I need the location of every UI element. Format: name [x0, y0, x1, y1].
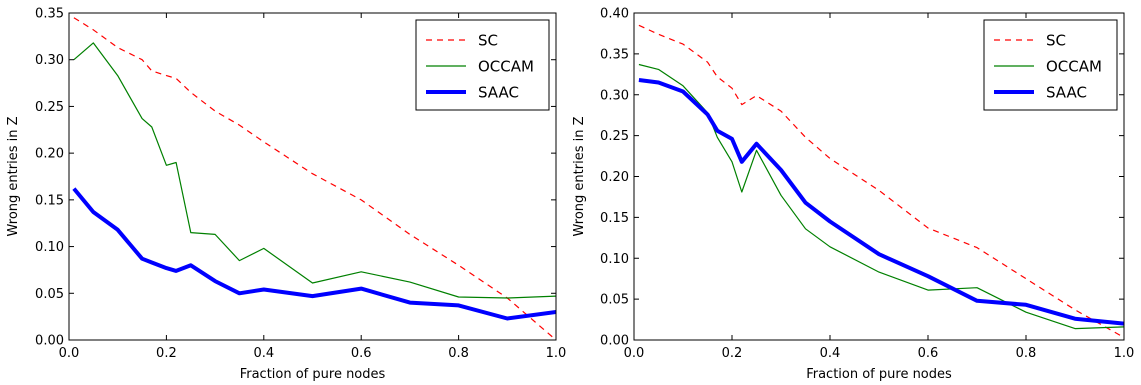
- y-tick-label: 0.25: [600, 129, 629, 144]
- x-tick-label: 0.2: [722, 346, 743, 361]
- legend-label-sc: SC: [1046, 32, 1066, 50]
- series-line-saac: [639, 80, 1124, 324]
- legend: SC OCCAM SAAC: [416, 20, 549, 110]
- y-tick-label: 0.20: [35, 147, 64, 162]
- legend-label-occam: OCCAM: [478, 58, 534, 76]
- y-tick-label: 0.30: [35, 53, 64, 68]
- y-tick-label: 0.10: [600, 252, 629, 267]
- y-tick-label: 0.25: [35, 100, 64, 115]
- y-tick-label: 0.00: [600, 334, 629, 349]
- x-tick-label: 0.6: [351, 346, 372, 361]
- y-tick-label: 0.35: [35, 7, 64, 22]
- y-tick-label: 0.15: [600, 211, 629, 226]
- y-tick-label: 0.20: [600, 170, 629, 185]
- series-line-saac: [74, 189, 556, 319]
- chart-1: 0.0 0.2 0.4 0.6 0.8 1.00.000.050.100.150.200.…: [6, 7, 566, 383]
- y-tick-label: 0.40: [600, 7, 629, 22]
- x-tick-label: 1.0: [546, 346, 567, 361]
- legend-label-saac: SAAC: [1046, 84, 1087, 102]
- x-axis-label: Fraction of pure nodes: [240, 367, 386, 382]
- legend-label-occam: OCCAM: [1046, 58, 1102, 76]
- x-tick-label: 0.6: [918, 346, 939, 361]
- y-tick-label: 0.30: [600, 88, 629, 103]
- y-tick-label: 0.35: [600, 47, 629, 62]
- x-axis-label: Fraction of pure nodes: [806, 367, 952, 382]
- legend-label-saac: SAAC: [478, 84, 519, 102]
- y-tick-label: 0.05: [35, 287, 64, 302]
- y-axis-label: Wrong entries in Z: [6, 116, 21, 236]
- legend-label-sc: SC: [478, 32, 498, 50]
- y-tick-label: 0.05: [600, 293, 629, 308]
- x-tick-label: 0.2: [156, 346, 177, 361]
- chart-2: 0.0 0.2 0.4 0.6 0.8 1.00.000.050.100.150.200.…: [572, 7, 1134, 383]
- y-tick-label: 0.15: [35, 193, 64, 208]
- x-tick-label: 0.8: [1016, 346, 1037, 361]
- y-tick-label: 0.00: [35, 334, 64, 349]
- legend: SC OCCAM SAAC: [984, 20, 1117, 110]
- x-tick-label: 0.4: [820, 346, 841, 361]
- x-tick-label: 0.4: [253, 346, 274, 361]
- x-tick-label: 1.0: [1114, 346, 1135, 361]
- y-tick-label: 0.10: [35, 240, 64, 255]
- x-tick-label: 0.8: [448, 346, 469, 361]
- y-axis-label: Wrong entries in Z: [572, 116, 587, 236]
